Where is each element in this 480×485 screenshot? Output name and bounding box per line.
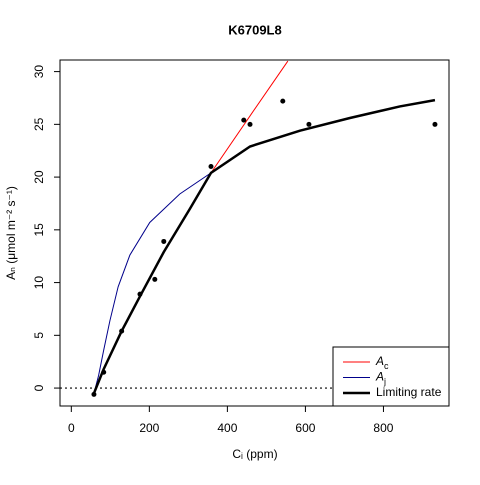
plot-frame xyxy=(59,59,450,407)
data-point xyxy=(119,328,125,334)
chart-title: K6709L8 xyxy=(228,22,281,37)
legend-label: Ac xyxy=(375,354,389,371)
legend-label: Aj xyxy=(375,370,386,387)
data-point xyxy=(208,164,214,170)
data-point xyxy=(137,291,143,297)
data-point xyxy=(306,121,312,127)
legend-box xyxy=(332,346,450,407)
x-tick-label: 0 xyxy=(68,421,75,435)
y-tick-label: 0 xyxy=(32,384,46,391)
y-tick-label: 15 xyxy=(32,223,46,237)
data-point xyxy=(280,98,286,104)
data-point xyxy=(161,238,167,244)
legend-label: Limiting rate xyxy=(376,385,442,399)
data-point xyxy=(432,121,438,127)
x-tick-label: 200 xyxy=(139,421,159,435)
data-point xyxy=(247,121,253,127)
series-line xyxy=(93,172,212,394)
series-line xyxy=(92,98,436,394)
x-tick-label: 800 xyxy=(373,421,393,435)
plot-lines xyxy=(92,60,436,394)
x-tick-label: 600 xyxy=(295,421,315,435)
data-point xyxy=(101,369,107,375)
x-axis-label: Cᵢ (ppm) xyxy=(232,447,277,461)
y-axis-label: Aₙ (μmol m⁻² s⁻¹) xyxy=(4,186,18,280)
y-tick-label: 25 xyxy=(32,117,46,131)
data-point xyxy=(152,276,158,282)
y-tick-label: 10 xyxy=(32,276,46,290)
series-line xyxy=(93,60,289,394)
x-tick-label: 400 xyxy=(217,421,237,435)
y-tick-label: 20 xyxy=(32,170,46,184)
y-tick-label: 30 xyxy=(32,65,46,79)
data-point xyxy=(241,117,247,123)
data-point xyxy=(91,391,97,397)
y-tick-label: 5 xyxy=(32,332,46,339)
